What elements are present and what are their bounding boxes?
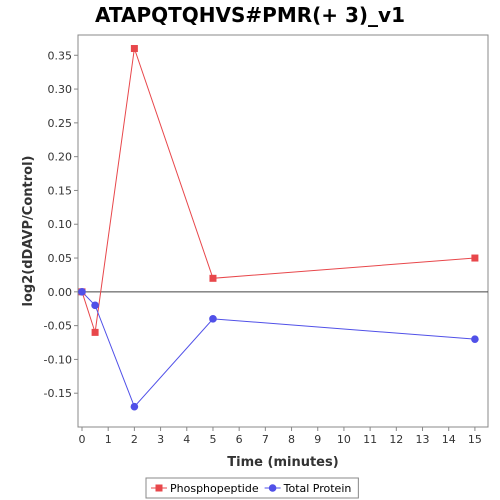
phosphopeptide-point (209, 274, 217, 282)
y-axis-ticks: 0.35 0.30 0.25 0.20 0.15 0.10 0.05 0.00 -0.05 -0.… (44, 49, 78, 400)
x-axis-ticks: 0 1 2 3 4 5 6 7 8 9 10 11 12 13 14 15 (79, 427, 482, 446)
y-axis-label: log2(dDAVP/Control) (21, 156, 36, 307)
y-tick-label: -0.10 (44, 353, 72, 366)
x-tick-label: 5 (209, 433, 216, 446)
total-protein-point (130, 402, 139, 411)
total-protein-point (471, 335, 479, 343)
y-tick-label: 0.25 (48, 117, 73, 130)
chart-title: ATAPQTQHVS#PMR(+ 3)_v1 (95, 3, 405, 27)
legend-box (145, 477, 359, 499)
x-tick-label: 1 (105, 433, 112, 446)
plot-area (77, 34, 489, 428)
x-tick-label: 9 (314, 433, 321, 446)
phosphopeptide-point (471, 254, 479, 262)
x-tick-label: 8 (288, 433, 295, 446)
y-tick-label: 0.00 (48, 286, 73, 299)
x-tick-label: 2 (131, 433, 138, 446)
legend-label-total-protein: Total Protein (283, 482, 352, 495)
total-protein-point (78, 288, 86, 296)
x-tick-label: 15 (468, 433, 482, 446)
total-protein-point (209, 315, 217, 323)
x-tick-label: 7 (262, 433, 269, 446)
y-tick-label: -0.15 (44, 387, 72, 400)
x-tick-label: 6 (236, 433, 243, 446)
legend-marker-phosphopeptide (155, 484, 163, 492)
y-tick-label: 0.35 (48, 49, 73, 62)
phosphopeptide-point (91, 328, 99, 336)
series-layer (78, 45, 479, 411)
y-tick-label: 0.20 (48, 151, 73, 164)
y-tick-label: -0.05 (44, 320, 72, 333)
x-tick-label: 14 (442, 433, 456, 446)
total-protein-point (91, 301, 99, 310)
x-tick-label: 4 (183, 433, 190, 446)
x-tick-label: 10 (337, 433, 351, 446)
x-tick-label: 12 (389, 433, 403, 446)
y-tick-label: 0.10 (48, 218, 73, 231)
y-tick-label: 0.05 (48, 252, 73, 265)
y-tick-label: 0.30 (48, 83, 73, 96)
x-tick-label: 3 (157, 433, 164, 446)
legend-label-phosphopeptide: Phosphopeptide (170, 482, 259, 495)
legend-marker-total-protein (268, 484, 277, 492)
x-axis-label: Time (minutes) (227, 455, 338, 470)
phosphopeptide-point (130, 45, 138, 53)
x-tick-label: 0 (79, 433, 86, 446)
x-tick-label: 11 (363, 433, 377, 446)
x-tick-label: 13 (416, 433, 430, 446)
legend: Phosphopeptide Total Protein (145, 477, 359, 499)
y-tick-label: 0.15 (48, 184, 73, 197)
